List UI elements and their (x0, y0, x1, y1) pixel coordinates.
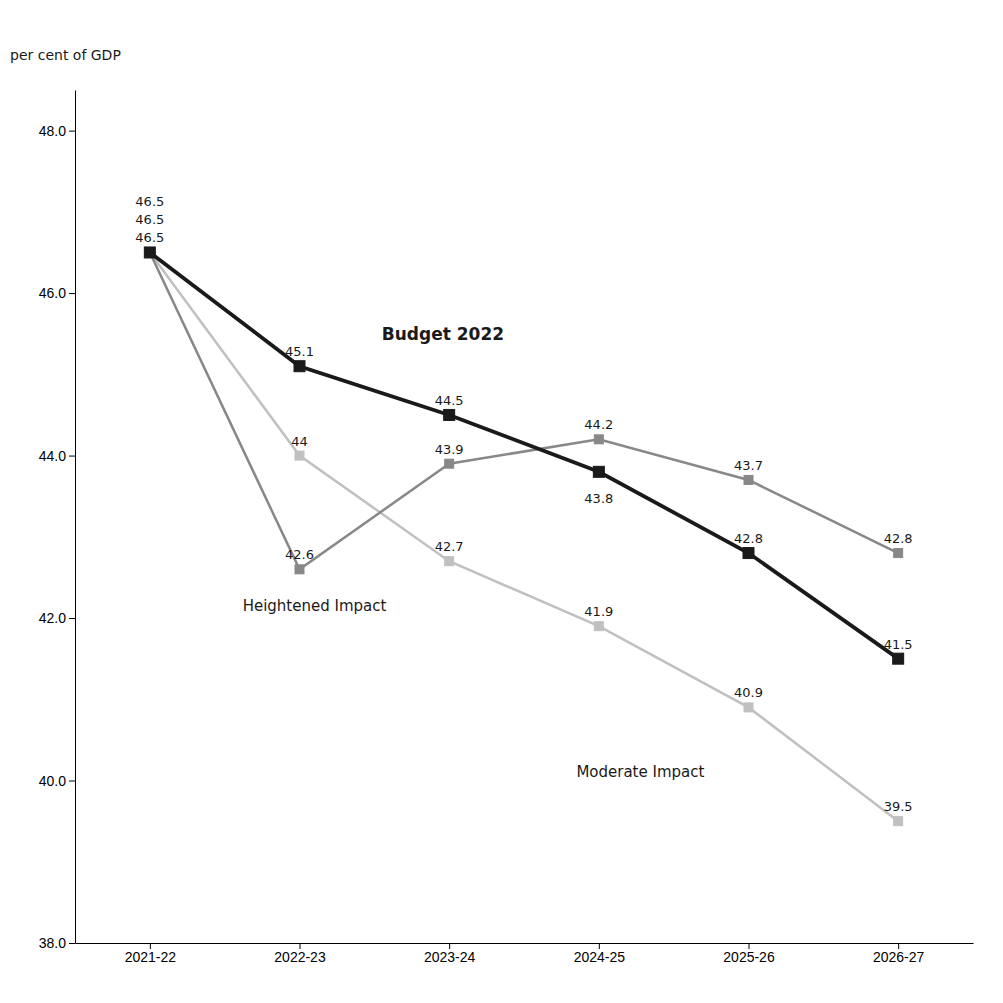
x-tick-label: 2025-26 (723, 949, 775, 965)
data-label: 43.9 (435, 442, 464, 457)
marker (594, 435, 603, 444)
marker (744, 475, 753, 484)
data-label: 42.8 (884, 531, 913, 546)
marker (744, 703, 753, 712)
marker (145, 248, 154, 257)
data-label: 41.9 (584, 604, 613, 619)
marker (444, 409, 455, 420)
data-label: 43.7 (734, 458, 763, 473)
y-tick-mark (69, 618, 75, 619)
x-tick-label: 2021-22 (125, 949, 177, 965)
y-tick: 44.0 (39, 448, 75, 464)
line (150, 252, 898, 821)
x-tick: 2023-24 (424, 943, 476, 965)
y-tick-mark (69, 781, 75, 782)
data-label: 43.8 (584, 491, 613, 506)
marker (743, 548, 754, 559)
marker (295, 451, 304, 460)
line (150, 252, 898, 569)
y-tick-mark (69, 456, 75, 457)
chart: 2021-22 2022-23 2023-24 2024-25 2025-26 2026-… (0, 0, 1003, 1003)
y-tick: 48.0 (39, 123, 75, 139)
data-label: 46.5 (135, 230, 164, 245)
series-labels: Budget 2022 Heightened Impact Moderate Imp… (243, 324, 705, 781)
series (145, 248, 902, 574)
marker (894, 549, 903, 558)
data-label: 40.9 (734, 685, 763, 700)
y-axis-line (75, 91, 76, 944)
data-label: 44 (291, 434, 308, 449)
x-tick: 2026-27 (873, 943, 925, 965)
series (145, 248, 902, 826)
x-tick: 2021-22 (125, 943, 177, 965)
y-tick: 46.0 (39, 285, 75, 301)
y-tick-label: 44.0 (39, 448, 66, 464)
marker (445, 557, 454, 566)
y-tick: 42.0 (39, 610, 75, 626)
y-tick-label: 46.0 (39, 285, 66, 301)
x-axis: 2021-22 2022-23 2023-24 2024-25 2025-26 2026-… (76, 943, 974, 965)
data-label: 44.2 (584, 417, 613, 432)
marker (445, 459, 454, 468)
chart-container: 2021-22 2022-23 2023-24 2024-25 2025-26 2026-… (0, 0, 1003, 1003)
series (144, 247, 903, 664)
marker (593, 466, 604, 477)
marks (144, 247, 903, 826)
data-label: 42.7 (435, 539, 464, 554)
y-tick: 40.0 (39, 773, 75, 789)
data-labels: 46.5 45.1 44.5 43.8 42.8 41.5 46.5 42.6 43.9 44.2… (135, 194, 912, 814)
marker (594, 622, 603, 631)
data-label: 39.5 (884, 799, 913, 814)
x-tick: 2022-23 (274, 943, 326, 965)
series-label: Heightened Impact (243, 597, 387, 615)
data-label: 46.5 (135, 212, 164, 227)
x-tick-label: 2024-25 (574, 949, 626, 965)
marker (144, 247, 155, 258)
plot: 2021-22 2022-23 2023-24 2024-25 2025-26 2026-… (39, 91, 974, 965)
marker (145, 248, 154, 257)
y-tick-mark (69, 293, 75, 294)
series-label: Moderate Impact (576, 763, 704, 781)
x-tick-label: 2022-23 (274, 949, 326, 965)
data-label: 44.5 (435, 393, 464, 408)
y-tick-label: 48.0 (39, 123, 66, 139)
marker (893, 653, 904, 664)
data-label: 42.8 (734, 531, 763, 546)
series-label: Budget 2022 (382, 324, 504, 344)
x-tick: 2025-26 (723, 943, 775, 965)
data-label: 46.5 (135, 194, 164, 209)
x-tick-label: 2026-27 (873, 949, 925, 965)
marker (294, 361, 305, 372)
y-tick-label: 42.0 (39, 610, 66, 626)
data-label: 41.5 (884, 637, 913, 652)
line (150, 252, 898, 658)
marker (894, 817, 903, 826)
data-label: 42.6 (285, 547, 314, 562)
marker (295, 565, 304, 574)
y-axis: 38.0 40.0 42.0 44.0 46.0 48.0 (39, 91, 76, 951)
y-tick: 38.0 (39, 935, 75, 951)
y-axis-title: per cent of GDP (10, 47, 121, 63)
y-tick-mark (69, 943, 75, 944)
y-tick-label: 40.0 (39, 773, 66, 789)
x-tick-label: 2023-24 (424, 949, 476, 965)
data-label: 45.1 (285, 344, 314, 359)
x-axis-line (76, 943, 974, 944)
y-tick-mark (69, 131, 75, 132)
y-tick-label: 38.0 (39, 935, 66, 951)
x-tick: 2024-25 (574, 943, 626, 965)
